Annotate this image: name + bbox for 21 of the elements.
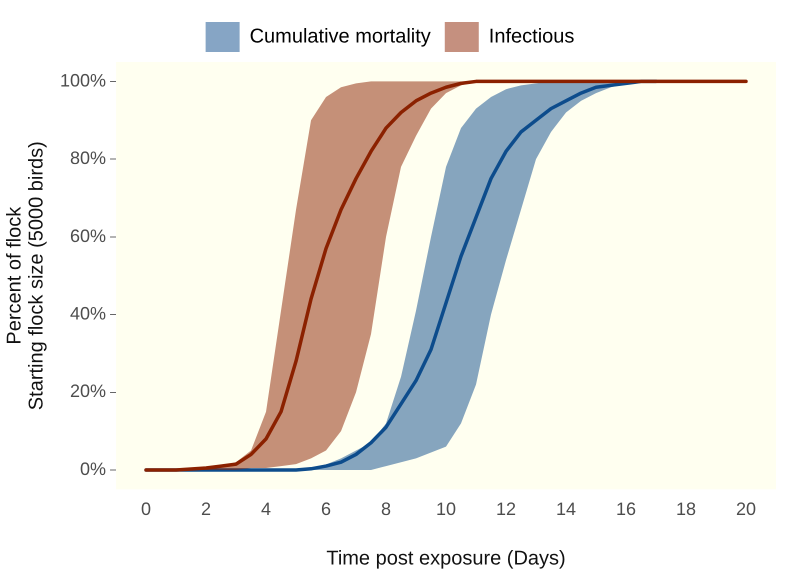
y-tick-label: 0% <box>80 458 106 479</box>
x-tick-label: 20 <box>736 499 756 520</box>
x-tick-label: 18 <box>676 499 696 520</box>
legend-label: Cumulative mortality <box>250 26 431 48</box>
y-tick-label: 80% <box>70 148 106 168</box>
y-tick-label: 100% <box>60 70 106 90</box>
x-tick-label: 8 <box>381 499 392 520</box>
x-tick-label: 6 <box>321 499 332 520</box>
x-tick-label: 0 <box>141 499 152 520</box>
x-tick-label: 12 <box>496 499 516 520</box>
x-tick-label: 10 <box>436 499 456 520</box>
legend-label: Infectious <box>488 26 574 48</box>
x-tick-label: 4 <box>261 499 272 520</box>
x-axis-title: Time post exposure (Days) <box>326 548 566 570</box>
y-tick-label: 60% <box>70 226 106 246</box>
x-tick-label: 16 <box>616 499 636 520</box>
y-tick-label: 20% <box>70 381 106 402</box>
y-tick-label: 40% <box>70 304 106 324</box>
x-tick-label: 14 <box>556 499 576 520</box>
x-tick-label: 2 <box>201 499 212 520</box>
y-axis-title: Percent of flock Starting flock size (5000 birds) <box>4 141 48 410</box>
